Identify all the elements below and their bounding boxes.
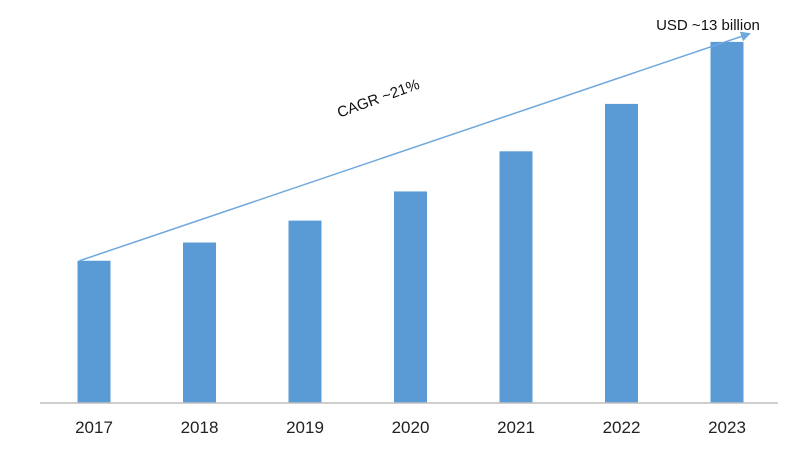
x-tick-labels: 2017 2018 2019 2020 2021 2022 2023: [75, 418, 746, 437]
bar-2019: [288, 220, 322, 403]
bar-2018: [183, 242, 216, 403]
bars-group: [77, 41, 744, 404]
bar-2021: [499, 151, 533, 403]
cagr-trend-arrow: [79, 31, 751, 262]
x-tick-2018: 2018: [181, 418, 219, 437]
x-tick-2022: 2022: [603, 418, 641, 437]
x-tick-2017: 2017: [75, 418, 113, 437]
end-value-annotation: USD ~13 billion: [656, 17, 760, 34]
x-tick-2023: 2023: [708, 418, 746, 437]
cagr-annotation: CAGR ~21%: [335, 76, 422, 121]
x-tick-2021: 2021: [497, 418, 535, 437]
bar-2023: [710, 41, 744, 404]
x-tick-2019: 2019: [286, 418, 324, 437]
bar-2020: [394, 191, 427, 403]
bar-2017: [77, 260, 111, 403]
bar-2022: [605, 103, 638, 404]
x-tick-2020: 2020: [392, 418, 430, 437]
